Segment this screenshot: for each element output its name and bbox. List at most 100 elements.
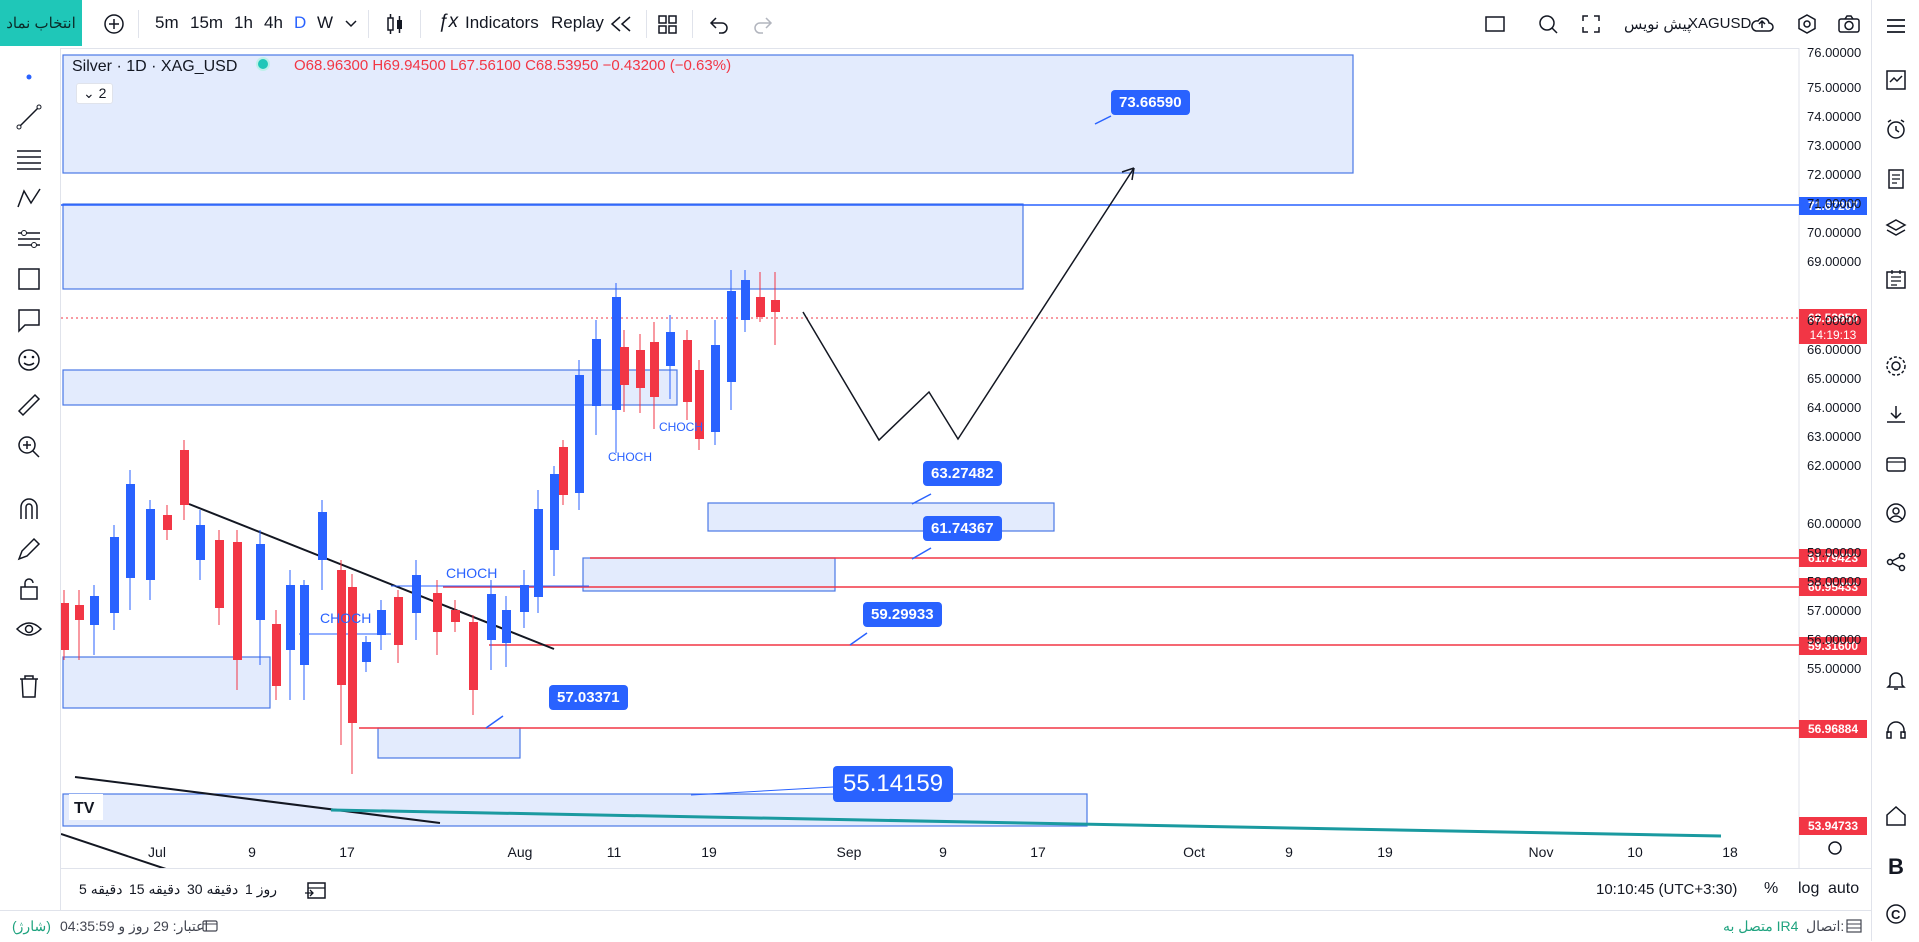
price-chart[interactable]: TV [61,48,1871,910]
candle [233,542,242,660]
fx-icon[interactable]: ƒx [438,11,459,32]
settings-hex-icon[interactable] [1795,12,1819,36]
auto-toggle[interactable]: auto [1828,880,1860,897]
price-label-57[interactable]: 57.03371 [549,685,628,710]
candle [756,297,765,317]
trend-line-icon[interactable] [15,103,43,131]
range-30m[interactable]: 30 دقیقه [187,881,239,897]
notes-icon[interactable] [1884,167,1908,191]
price-axis-label: 66.00000 [1807,342,1862,357]
layers-icon[interactable] [1884,217,1908,241]
choch-label: CHOCH [608,450,652,464]
wallet-icon[interactable] [1884,452,1908,476]
download-icon[interactable] [1884,403,1908,427]
interval-d[interactable]: D [294,13,307,32]
watchlist-icon[interactable] [1884,68,1908,92]
percent-toggle[interactable]: % [1764,880,1779,897]
menu-icon[interactable] [1884,16,1908,36]
rectangle-icon[interactable] [15,265,43,293]
svg-text:C: C [1891,907,1901,922]
brand-b-icon[interactable]: B [1884,854,1908,878]
candle [286,585,295,650]
cloud-icon[interactable] [1748,12,1776,36]
clock-display[interactable]: 10:10:45 (UTC+3:30) [1596,881,1738,898]
table-icon[interactable] [1846,919,1862,933]
emoji-icon[interactable] [15,346,43,374]
candle [550,474,559,550]
zone-3[interactable] [62,369,678,406]
price-label-55[interactable]: 55.14159 [833,766,954,802]
axis-settings-icon[interactable] [1828,841,1842,855]
symbol-select-button[interactable]: انتخاب نماد [0,0,82,46]
symbol-name[interactable]: XAGUSD [1688,15,1752,32]
range-5m[interactable]: 5 دقیقه [79,881,123,897]
trash-icon[interactable] [15,672,43,700]
gear-icon[interactable] [1884,354,1908,378]
supply-zone-2[interactable] [62,203,1024,290]
price-label-73[interactable]: 73.66590 [1111,90,1190,115]
log-toggle[interactable]: log [1798,880,1820,897]
eye-icon[interactable] [15,615,43,643]
add-symbol-icon[interactable] [103,13,125,35]
interval-1h[interactable]: 1h [234,13,253,32]
fib-icon[interactable] [15,145,43,173]
zone-left[interactable] [62,656,271,709]
camera-icon[interactable] [1836,12,1862,36]
candle [666,332,675,366]
zone-57[interactable] [377,727,521,759]
prediction-icon[interactable] [15,225,43,253]
ruler-icon[interactable] [15,391,43,419]
demand-zone-61[interactable] [582,557,836,592]
price-label-63[interactable]: 63.27482 [923,461,1002,486]
cursor-dot-icon[interactable] [25,73,33,81]
headset-icon[interactable] [1884,718,1908,742]
time-axis-label: 19 [1377,844,1393,860]
candle [362,642,371,662]
alert-search-icon[interactable] [1536,12,1560,36]
user-icon[interactable] [1884,501,1908,525]
price-axis-label: 65.00000 [1807,371,1862,386]
zoom-in-icon[interactable] [15,433,43,461]
expand-icon[interactable] [1580,13,1602,35]
demand-zone-63[interactable] [707,502,1055,532]
price-axis-label: 63.00000 [1807,429,1862,444]
price-label-61[interactable]: 61.74367 [923,516,1002,541]
legend-title[interactable]: Silver · 1D · XAG_USD [72,58,238,75]
calendar-range-icon[interactable] [304,879,328,901]
time-axis-label: 19 [701,844,717,860]
text-note-icon[interactable] [15,306,43,334]
calendar-list-icon[interactable] [1884,267,1908,291]
interval-4h[interactable]: 4h [264,13,283,32]
interval-w[interactable]: W [317,13,334,32]
chart-legend: Silver · 1D · XAG_USD O68.96300 H69.9450… [72,57,731,104]
replay-icon[interactable] [608,13,634,35]
collapse-indicators-button[interactable]: ⌄ 2 [76,83,114,104]
fullscreen-rect-icon[interactable] [1484,14,1506,34]
undo-icon[interactable] [708,14,730,34]
alarm-clock-icon[interactable] [1884,117,1908,141]
interval-5m[interactable]: 5m [155,13,179,32]
redo-icon[interactable] [752,14,774,34]
range-15m[interactable]: 15 دقیقه [129,881,181,897]
bell-icon[interactable] [1884,668,1908,692]
charge-link[interactable]: (شارژ) [12,918,51,934]
indicators-button[interactable]: Indicators [465,13,539,32]
candle [650,342,659,397]
share-icon[interactable] [1884,550,1908,574]
candle [620,347,629,385]
chevron-down-icon[interactable] [344,18,358,30]
home-icon[interactable] [1884,804,1908,828]
price-label-59[interactable]: 59.29933 [863,602,942,627]
lock-icon[interactable] [15,575,43,603]
copyright-icon[interactable]: C [1884,902,1908,926]
interval-15m[interactable]: 15m [190,13,224,32]
range-1d[interactable]: 1 روز [245,881,277,897]
replay-button[interactable]: Replay [551,13,604,32]
candle [559,447,568,495]
magnet-icon[interactable] [15,495,43,523]
pattern-icon[interactable] [15,185,43,213]
layout-grid-icon[interactable] [656,13,678,35]
candles-icon[interactable] [383,11,407,37]
pencil-lock-icon[interactable] [15,535,43,563]
time-axis-label: 9 [248,844,256,860]
